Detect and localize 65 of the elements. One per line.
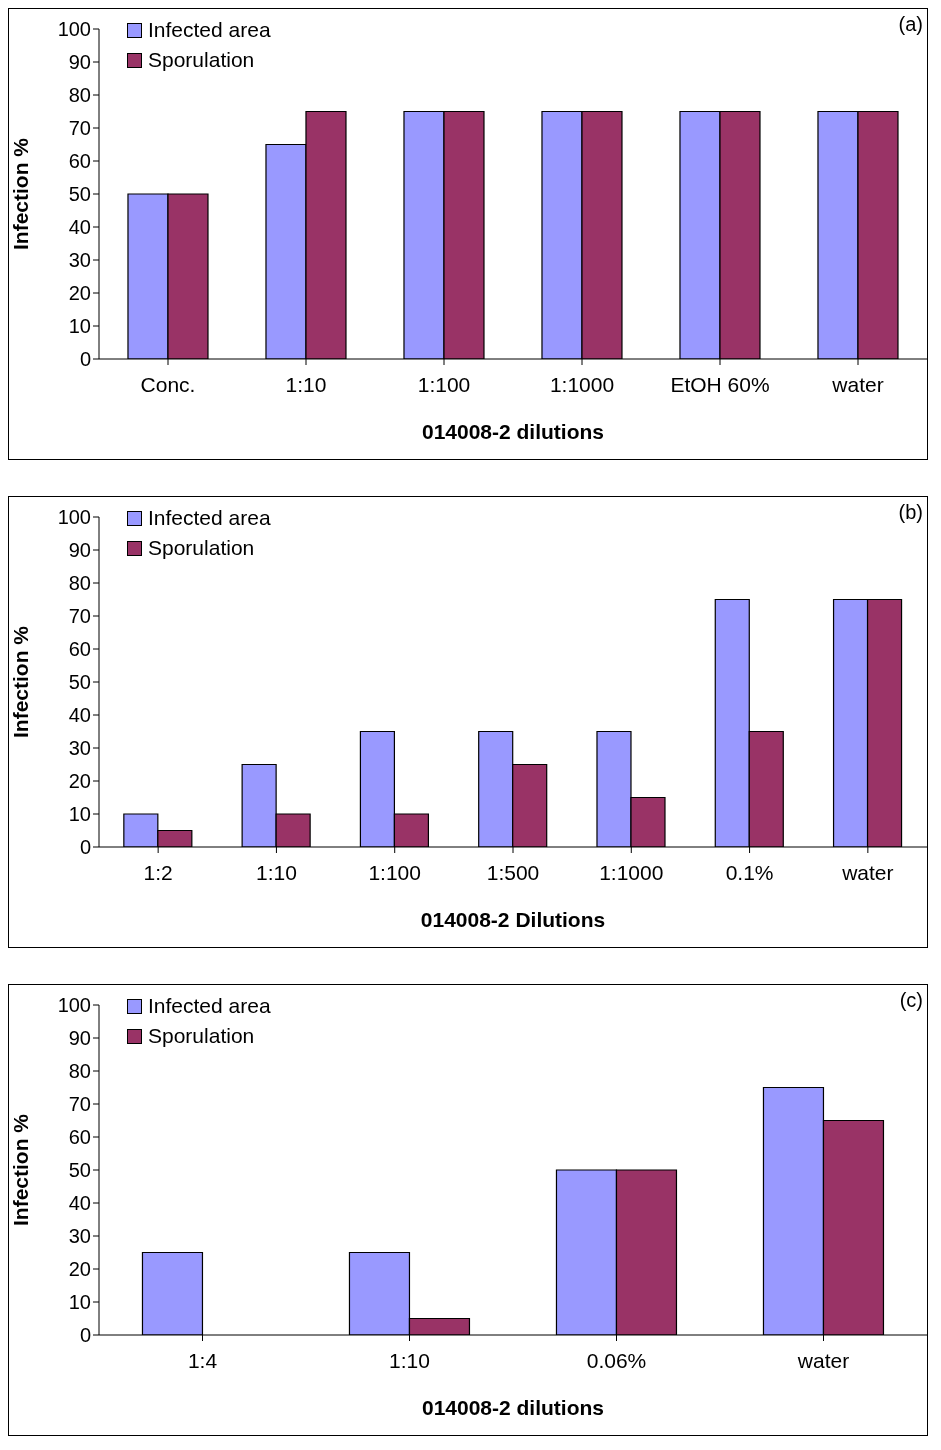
y-tick-label: 60 [68,1126,91,1149]
annotation: (a) [898,13,923,36]
y-tick-label: 90 [68,51,91,74]
x-axis-title: 014008-2 Dilutions [420,908,606,931]
y-tick-label: 20 [68,770,91,793]
x-tick-label: 1:1000 [549,372,615,396]
y-tick-label: 70 [68,117,91,140]
x-axis-title: 014008-2 dilutions [421,420,605,443]
x-axis-title: 014008-2 dilutions [421,1396,605,1419]
y-tick-label: 60 [68,638,91,661]
y-tick-label: 10 [68,315,91,338]
x-tick-label: water [831,372,884,396]
y-tick-label: 20 [68,282,91,305]
y-tick-label: 30 [68,737,91,760]
annotation: (b) [898,501,923,524]
x-tick-label: 1:10 [285,372,327,396]
x-tick-label: 0.06% [586,1348,647,1372]
x-tick-label: Conc. [140,372,196,396]
y-tick-label: 0 [79,348,91,371]
y-tick-label: 30 [68,249,91,272]
y-tick-label: 30 [68,1225,91,1248]
y-tick-label: 80 [68,84,91,107]
x-tick-label: water [841,860,894,884]
y-tick-label: 90 [68,1027,91,1050]
y-tick-label: 90 [68,539,91,562]
y-tick-label: 0 [79,1324,91,1347]
legend-label: Infected area [148,505,271,531]
x-tick-label: 1:10 [389,1348,430,1372]
legend-label: Sporulation [148,1023,255,1049]
x-tick-label: 0.1% [725,860,774,884]
y-axis-title: Infection % [9,137,33,251]
x-tick-label: 1:100 [417,372,471,396]
annotation: (c) [899,989,923,1012]
y-tick-label: 10 [68,803,91,826]
y-tick-label: 50 [68,1159,91,1182]
y-tick-label: 70 [68,1093,91,1116]
y-tick-label: 100 [57,506,91,529]
y-tick-label: 40 [68,216,91,239]
legend-label: Infected area [148,993,271,1019]
y-tick-label: 80 [68,1060,91,1083]
y-tick-label: 60 [68,150,91,173]
x-tick-label: 1:500 [486,860,540,884]
x-tick-label: water [796,1348,850,1372]
x-tick-label: 1:2 [143,860,173,884]
y-tick-label: 100 [57,994,91,1017]
y-axis-title: Infection % [9,1113,33,1227]
y-tick-label: 40 [68,704,91,727]
y-axis-title: Infection % [9,625,33,739]
y-tick-label: 80 [68,572,91,595]
legend-label: Sporulation [148,47,255,73]
y-tick-label: 50 [68,671,91,694]
x-tick-label: 1:100 [368,860,421,884]
x-tick-label: 1:1000 [599,860,664,884]
y-tick-label: 40 [68,1192,91,1215]
legend-label: Sporulation [148,535,255,561]
y-tick-label: 10 [68,1291,91,1314]
y-tick-label: 70 [68,605,91,628]
legend-label: Infected area [148,17,271,43]
y-tick-label: 0 [79,836,91,859]
y-tick-label: 100 [57,18,91,41]
y-tick-label: 20 [68,1258,91,1281]
x-tick-label: 1:10 [255,860,297,884]
y-tick-label: 50 [68,183,91,206]
x-tick-label: EtOH 60% [670,372,770,396]
x-tick-label: 1:4 [187,1348,218,1372]
